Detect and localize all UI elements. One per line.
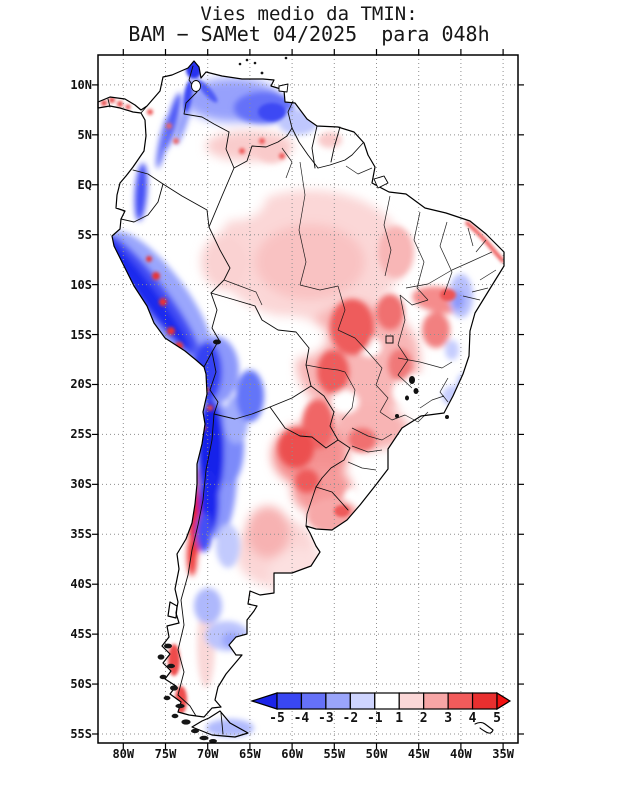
colorbar-arrow-left	[250, 692, 278, 710]
small-islands	[157, 56, 288, 743]
marajo-island	[373, 175, 389, 189]
colorbar-tick-label: 3	[444, 711, 453, 726]
colorbar-tick-label: -2	[342, 711, 359, 726]
lon-tick-label: 80W	[112, 747, 135, 761]
lon-tick-label: 60W	[281, 747, 303, 761]
lat-tick-label: 40S	[70, 577, 92, 592]
lat-tick-label: 45S	[70, 627, 92, 642]
map-title-line1: Vies medio da TMIN:	[200, 3, 418, 25]
lon-tick-label: 75W	[154, 747, 177, 761]
colorbar-segment	[423, 692, 449, 710]
lon-tick-label: 70W	[196, 747, 219, 761]
colorbar-tick-label: 1	[395, 711, 404, 726]
colorbar-segment	[374, 692, 400, 710]
lat-tick-label: 55S	[70, 726, 92, 741]
lat-tick-label: 10S	[70, 277, 92, 292]
lon-tick-label: 65W	[239, 747, 261, 761]
colorbar-tick-label: -1	[366, 711, 383, 726]
lon-tick-label: 35W	[492, 747, 514, 761]
lat-tick-label: 15S	[70, 327, 92, 342]
colorbar-tick-label: 4	[468, 711, 477, 726]
lon-tick-label: 50W	[365, 747, 388, 761]
grid-layer	[98, 55, 518, 743]
lat-tick-label: 10N	[70, 77, 92, 92]
lake-titicaca	[213, 339, 221, 345]
colorbar-segment	[325, 692, 351, 710]
colorbar-tick-label: -3	[318, 711, 334, 726]
colorbar-segment	[300, 692, 327, 710]
lat-tick-label: 30S	[70, 477, 92, 492]
chiloe-island	[167, 601, 178, 619]
lakes-reservoirs	[191, 80, 449, 419]
state-borders	[223, 147, 497, 471]
map-frame	[97, 54, 519, 744]
colorbar-arrow-right	[496, 691, 512, 711]
south-georgia-island	[474, 721, 494, 734]
lake-maracaibo	[191, 80, 201, 92]
coastline	[97, 60, 505, 738]
colorbar-segment	[349, 692, 376, 710]
colorbar-tick-label: 5	[493, 711, 501, 726]
lon-tick-label: 55W	[323, 747, 346, 761]
axis-ticks	[92, 49, 524, 749]
colorbar-segment	[398, 692, 425, 710]
lat-tick-label: 35S	[70, 527, 92, 542]
colorbar-segment	[276, 692, 303, 710]
lat-tick-label: 20S	[70, 377, 92, 392]
lat-tick-label: 25S	[70, 427, 92, 442]
lat-tick-label: 5N	[77, 127, 92, 142]
lat-tick-label: 5S	[77, 227, 92, 242]
map-title-line2: BAM − SAMet 04/2025 para 048h	[128, 22, 490, 46]
lon-tick-label: 45W	[407, 747, 430, 761]
colorbar-tick-label: -4	[293, 711, 310, 726]
colorbar-tick-label: -5	[269, 711, 285, 726]
lat-tick-label: EQ	[77, 177, 92, 192]
colorbar-segment	[471, 692, 498, 710]
lon-tick-label: 40W	[450, 747, 472, 761]
trinidad-island	[278, 83, 289, 93]
colorbar-segment	[447, 692, 474, 710]
colorbar-tick-label: 2	[419, 711, 428, 726]
lat-tick-label: 50S	[70, 677, 92, 692]
